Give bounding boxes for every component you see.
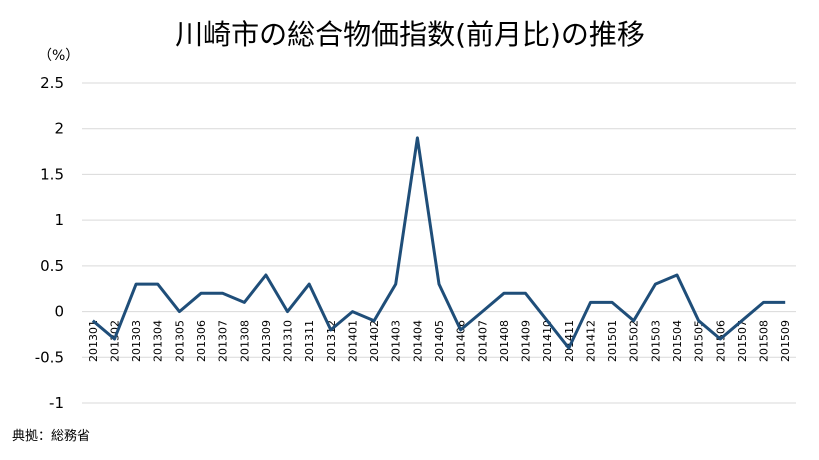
- x-tick-label: 201305: [173, 320, 186, 362]
- gridlines: [82, 82, 796, 404]
- x-tick-label: 201505: [693, 320, 706, 362]
- y-axis-unit-label: （%）: [38, 48, 79, 64]
- x-tick-label: 201312: [325, 320, 338, 362]
- x-tick-label: 201503: [649, 320, 662, 362]
- x-tick-label: 201307: [217, 320, 230, 362]
- x-tick-label: 201304: [152, 320, 165, 362]
- x-tick-label: 201507: [736, 320, 749, 362]
- x-tick-label: 201404: [411, 320, 424, 362]
- chart-title: 川崎市の総合物価指数(前月比)の推移: [175, 18, 645, 51]
- y-tick-label: 0.5: [40, 257, 64, 275]
- y-tick-label: -0.5: [35, 348, 64, 366]
- x-tick-label: 201412: [584, 320, 597, 362]
- y-axis-ticks: 2.5 2 1.5 1 0.5 0 -0.5 -1: [35, 74, 64, 412]
- y-tick-label: 2.5: [40, 74, 64, 92]
- x-tick-label: 201410: [541, 320, 554, 362]
- x-tick-label: 201403: [390, 320, 403, 362]
- x-tick-label: 201405: [433, 320, 446, 362]
- x-tick-label: 201502: [628, 320, 641, 362]
- y-tick-label: 1: [54, 211, 64, 229]
- x-tick-label: 201309: [260, 320, 273, 362]
- x-tick-label: 201401: [346, 320, 359, 362]
- series-line: [91, 136, 786, 350]
- x-tick-label: 201311: [303, 320, 316, 362]
- y-tick-label: 2: [54, 120, 64, 138]
- x-tick-label: 201504: [671, 320, 684, 362]
- x-tick-label: 201407: [476, 320, 489, 362]
- x-tick-label: 201406: [455, 320, 468, 362]
- y-tick-label: -1: [49, 394, 64, 412]
- source-note: 典拠：総務省: [12, 429, 90, 444]
- x-tick-label: 201301: [87, 320, 100, 362]
- x-tick-label: 201409: [520, 320, 533, 362]
- x-tick-label: 201310: [282, 320, 295, 362]
- x-tick-label: 201306: [195, 320, 208, 362]
- x-tick-label: 201402: [368, 320, 381, 362]
- x-tick-label: 201501: [606, 320, 619, 362]
- x-axis-ticks: 201301 201302 201303 201304 201305 201306 2013…: [87, 320, 792, 362]
- x-tick-label: 201509: [779, 320, 792, 362]
- x-tick-label: 201506: [714, 320, 727, 362]
- x-tick-label: 201508: [758, 320, 771, 362]
- y-tick-label: 0: [54, 303, 64, 321]
- x-tick-label: 201411: [563, 320, 576, 362]
- x-tick-label: 201408: [498, 320, 511, 362]
- x-tick-label: 201308: [238, 320, 251, 362]
- y-tick-label: 1.5: [40, 165, 64, 183]
- x-tick-label: 201303: [130, 320, 143, 362]
